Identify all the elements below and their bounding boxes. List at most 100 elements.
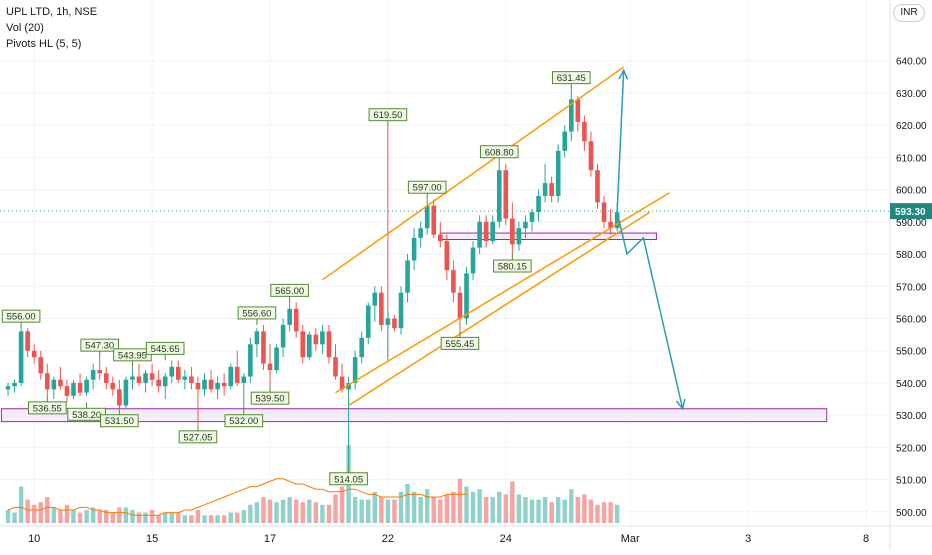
candle-body: [339, 376, 345, 390]
y-tick-label: 560.00: [896, 314, 927, 325]
candle-body: [234, 366, 240, 383]
pivot-label: 608.80: [485, 147, 514, 158]
projection-arrow: [616, 211, 684, 409]
pivot-box: [237, 306, 277, 320]
candle-body: [457, 292, 463, 319]
volume-bar: [307, 499, 312, 523]
volume-bar: [497, 491, 502, 523]
volume-bar: [163, 512, 168, 523]
pivot-label: 514.05: [334, 474, 363, 485]
volume-bar: [97, 510, 102, 523]
x-tick-label: 3: [745, 533, 751, 545]
pivot-labels: 556.00 536.55 538.20 547.30 531.50 543.95 545.…: [1, 71, 591, 486]
volume-bar: [490, 497, 495, 523]
volume-bar: [582, 494, 587, 523]
candle-body: [110, 382, 116, 390]
x-tick-label: 15: [146, 533, 158, 545]
y-tick-label: 530.00: [896, 411, 927, 422]
candle-body: [365, 305, 371, 338]
candle-body: [123, 379, 129, 406]
volume-bar: [274, 502, 279, 523]
candle-body: [614, 212, 620, 229]
volume-bar: [366, 499, 371, 523]
y-tick-label: 540.00: [896, 379, 927, 390]
candle-body: [333, 357, 338, 377]
volume-ma: [7, 478, 467, 516]
last-price-label: 593.30: [895, 207, 926, 218]
volume-bar: [457, 478, 463, 523]
candle-body: [352, 357, 358, 383]
volume-bar: [294, 499, 299, 523]
volume-bar: [71, 510, 76, 523]
volume-bar: [405, 484, 410, 523]
y-tick-label: 570.00: [896, 282, 927, 293]
volume-bar: [431, 497, 436, 523]
pivot-label: 631.45: [557, 73, 586, 84]
x-tick-label: 24: [500, 533, 512, 545]
candle-body: [267, 363, 273, 371]
arrow-head: [618, 68, 629, 80]
volume-indicator-label[interactable]: Vol (20): [6, 22, 44, 34]
candle-body: [162, 376, 168, 387]
candle-body: [608, 221, 613, 229]
candle-body: [195, 382, 201, 390]
candle-body: [287, 308, 292, 325]
candle-body: [411, 237, 417, 261]
candle-body: [280, 324, 286, 348]
symbol-title[interactable]: UPL LTD, 1h, NSE: [6, 6, 98, 18]
candle-body: [90, 370, 96, 380]
candle-body: [483, 221, 489, 242]
candle-body: [241, 376, 247, 383]
volume-bar: [418, 497, 423, 523]
volume-bar: [444, 494, 450, 523]
candle-body: [595, 170, 600, 203]
volume-bar: [130, 510, 135, 523]
candle-body: [254, 331, 260, 345]
candle-body: [549, 183, 554, 196]
volume-bar: [254, 502, 260, 523]
pivot-box: [552, 71, 591, 85]
volume-bar: [300, 502, 305, 523]
volume-bar: [595, 504, 600, 523]
x-tick-label: 22: [382, 533, 394, 545]
y-tick-label: 510.00: [896, 476, 927, 487]
pivot-label: 539.50: [255, 394, 284, 405]
volume-bar: [215, 515, 220, 523]
pivot-label: 556.00: [7, 312, 36, 323]
pivot-label: 580.15: [498, 262, 527, 273]
volume-bar: [195, 510, 201, 523]
y-tick-label: 580.00: [896, 250, 927, 261]
volume-bar: [352, 497, 358, 523]
volume-bar: [464, 486, 469, 523]
volume-bar: [261, 497, 266, 523]
pivot-label: 556.60: [242, 308, 271, 319]
candle-body: [103, 373, 109, 383]
volume-bar: [169, 512, 174, 523]
candle-body: [228, 366, 233, 387]
candle-body: [38, 357, 44, 374]
volume-bar: [202, 515, 207, 523]
candle-body: [117, 389, 122, 406]
candles: [5, 89, 620, 467]
candle-body: [149, 373, 155, 380]
pivot-box: [100, 414, 139, 428]
candle-body: [143, 373, 148, 383]
pivots-indicator-label[interactable]: Pivots HL (5, 5): [6, 38, 82, 50]
pivot-box: [250, 391, 290, 405]
volume-bar: [483, 497, 489, 523]
pivot-label: 531.50: [105, 416, 134, 427]
candle-body: [77, 382, 83, 393]
volume-bar: [45, 497, 50, 523]
candle-body: [313, 334, 319, 345]
candle-body: [418, 228, 423, 238]
candle-body: [385, 318, 391, 325]
candle-body: [582, 121, 587, 142]
candle-body: [392, 318, 397, 329]
currency-button[interactable]: INR: [893, 4, 925, 22]
y-tick-label: 620.00: [896, 121, 927, 132]
candle-body: [346, 382, 351, 390]
volume-bar: [123, 507, 129, 523]
volume-bar: [333, 494, 338, 523]
